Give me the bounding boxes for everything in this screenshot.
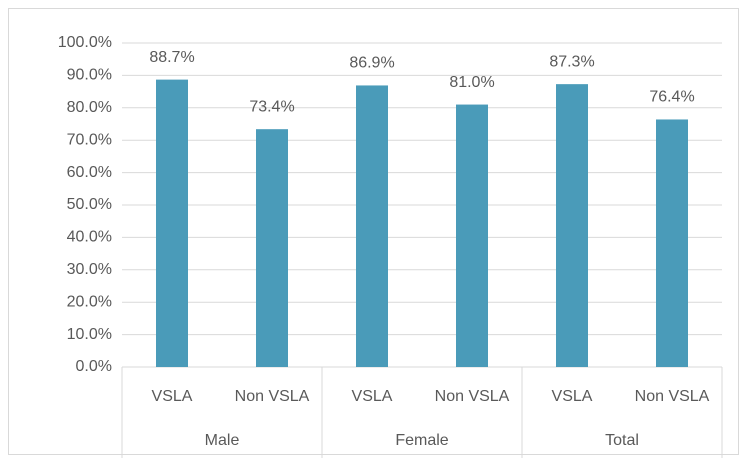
value-label: 73.4% [249,98,294,115]
group-label: Total [605,432,639,449]
bar [156,79,188,367]
y-tick-label: 0.0% [76,358,112,375]
y-tick-label: 40.0% [67,229,112,246]
y-tick-label: 10.0% [67,326,112,343]
y-tick-label: 80.0% [67,99,112,116]
group-label: Male [205,432,240,449]
x-tick-label: Non VSLA [435,388,510,405]
y-tick-label: 90.0% [67,67,112,84]
value-label: 81.0% [449,74,494,91]
group-label: Female [395,432,448,449]
y-tick-label: 50.0% [67,196,112,213]
value-label: 87.3% [549,53,594,70]
bar [456,104,488,367]
value-label: 88.7% [149,49,194,66]
bar [556,84,588,367]
y-tick-label: 30.0% [67,261,112,278]
y-tick-label: 70.0% [67,131,112,148]
bar [256,129,288,367]
bar [656,119,688,368]
value-label: 76.4% [649,89,694,106]
bar [356,85,388,367]
value-label: 86.9% [349,55,394,72]
x-tick-label: Non VSLA [235,388,310,405]
x-tick-label: VSLA [352,388,393,405]
y-tick-label: 20.0% [67,293,112,310]
x-tick-label: Non VSLA [635,388,710,405]
x-tick-label: VSLA [552,388,593,405]
y-tick-label: 60.0% [67,164,112,181]
y-tick-label: 100.0% [58,34,112,51]
x-tick-label: VSLA [152,388,193,405]
